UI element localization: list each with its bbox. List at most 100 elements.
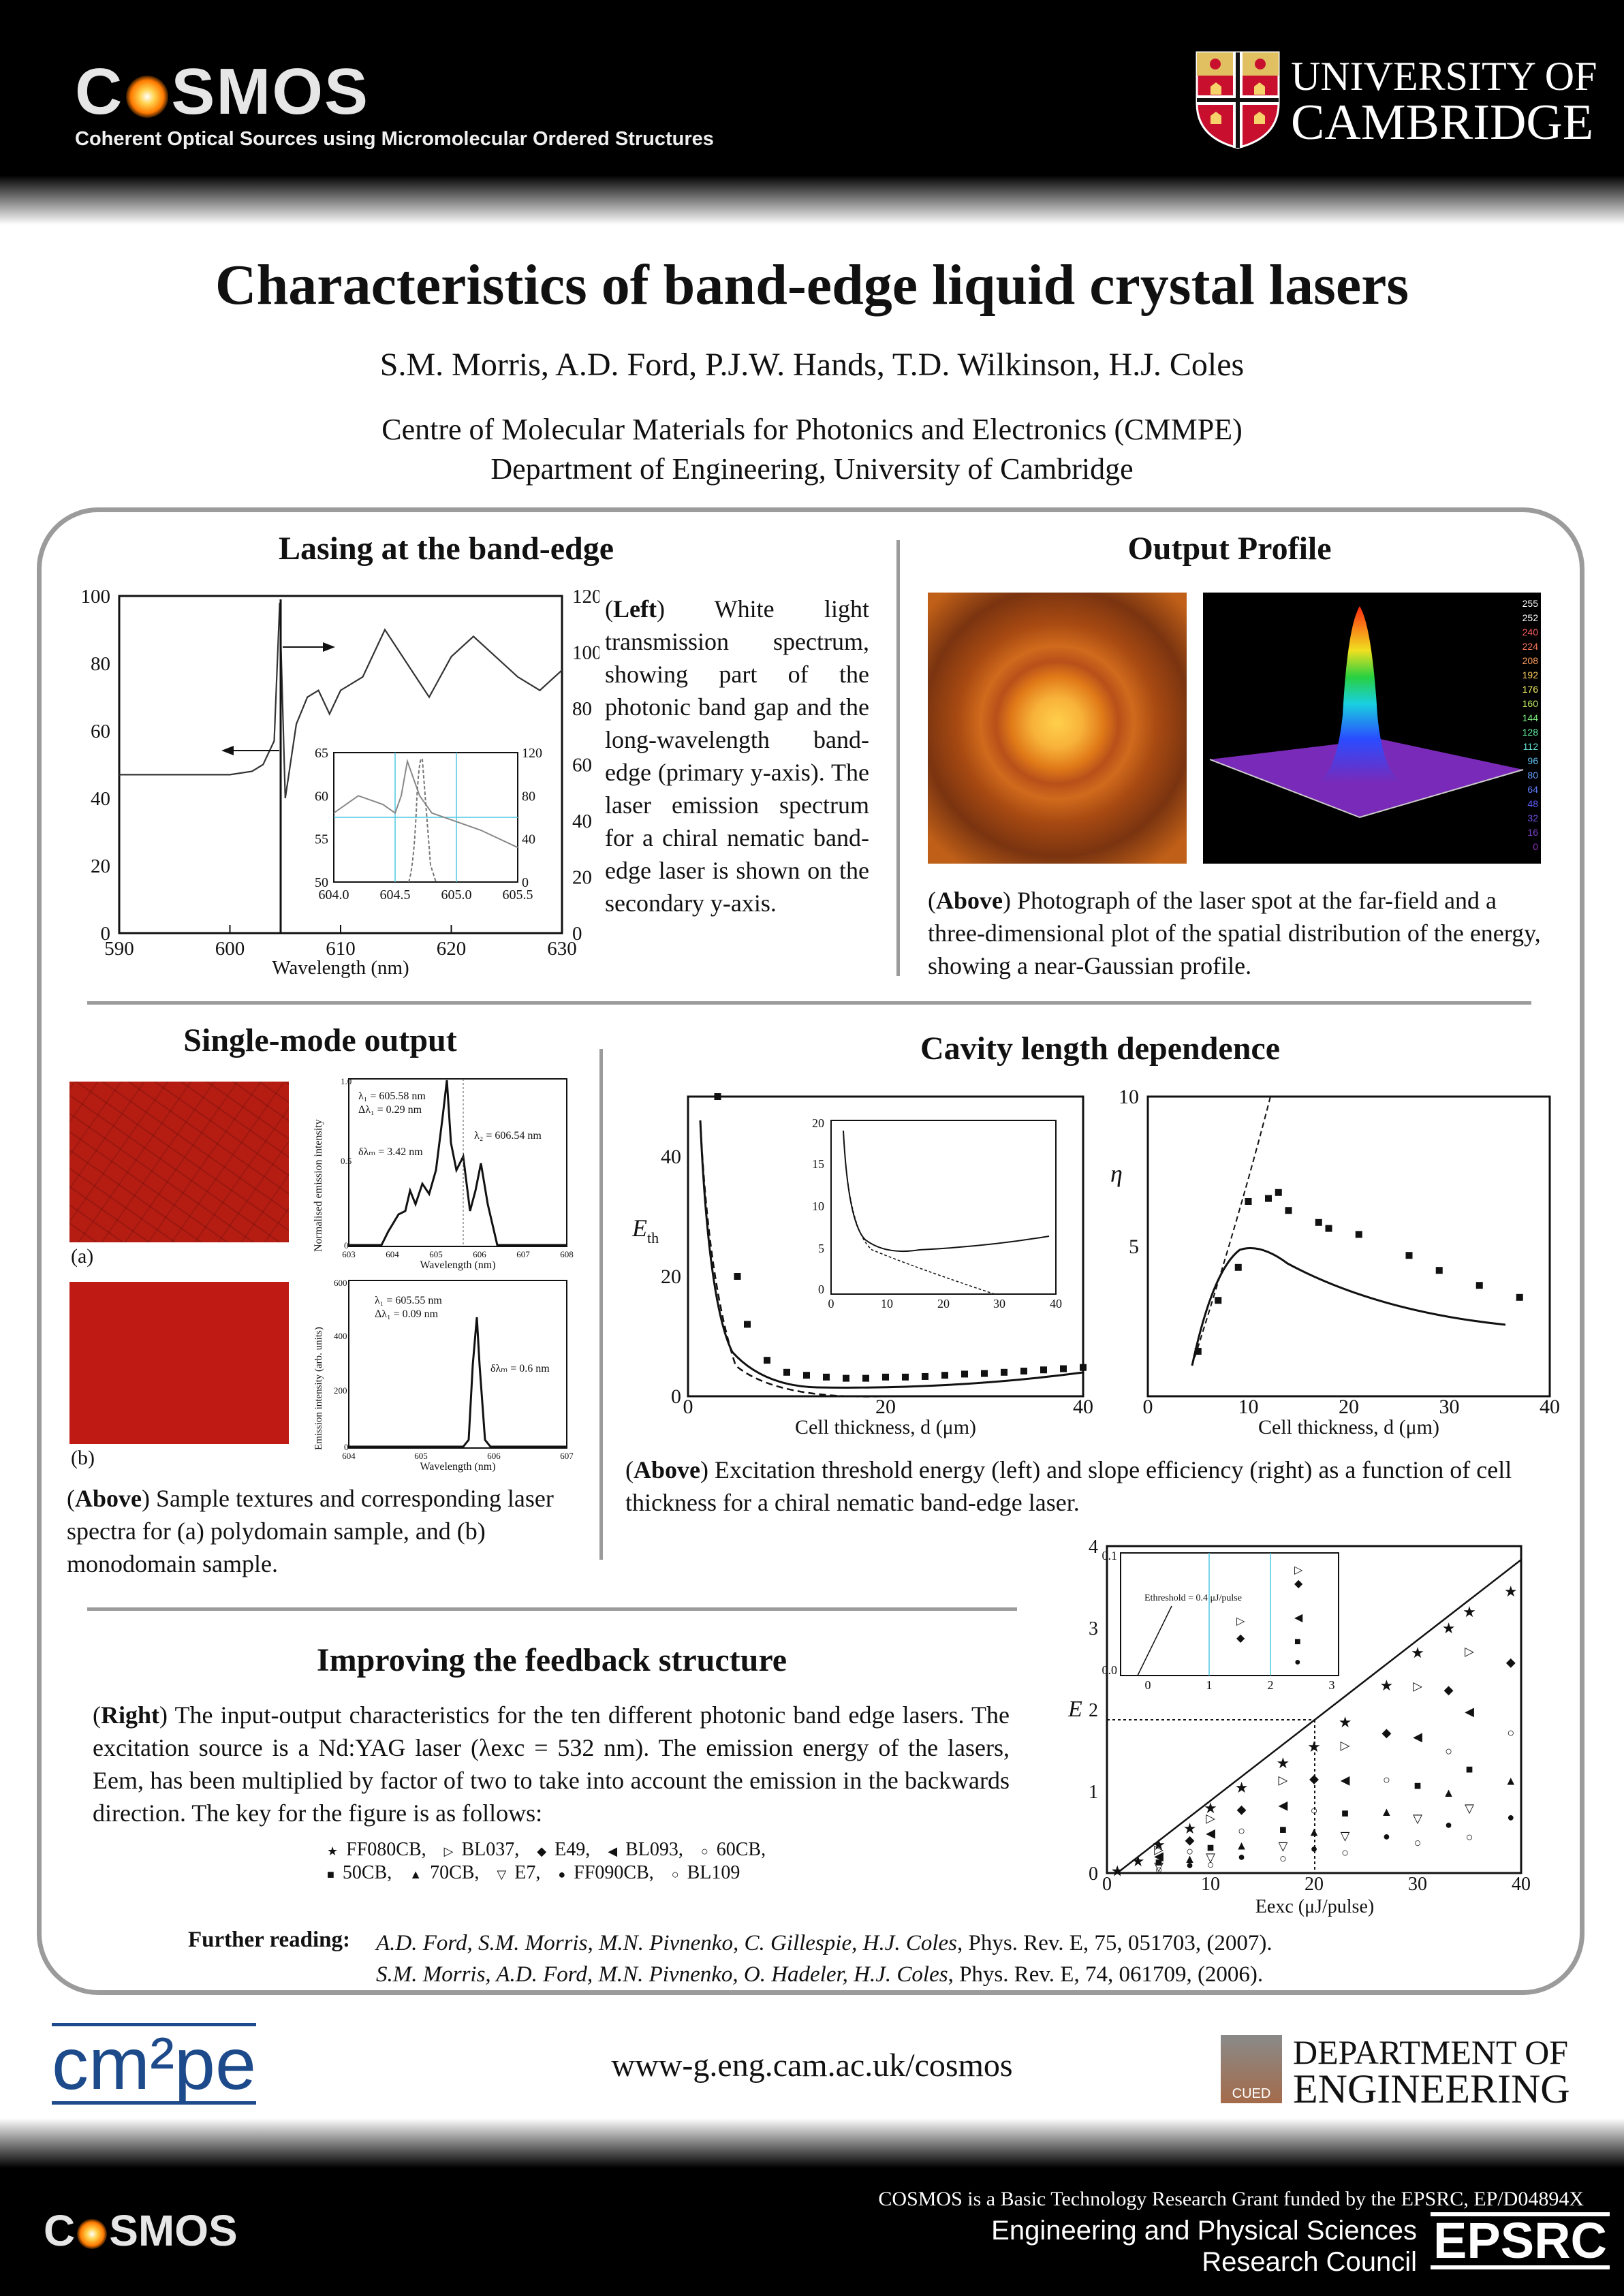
y2-tick-label: 120	[572, 586, 599, 608]
input-output-xlabel: Eexc (μJ/pulse)	[1255, 1896, 1374, 1917]
ref1-authors: A.D. Ford, S.M. Morris, M.N. Pivnenko, C…	[376, 1931, 958, 1955]
svg-text:606: 606	[473, 1249, 486, 1259]
svg-text:605: 605	[429, 1249, 443, 1259]
data-point: ★	[1411, 1644, 1424, 1661]
inset-x-tick-label: 604.5	[380, 887, 411, 902]
data-point	[1516, 1293, 1523, 1301]
dept-line2: ENGINEERING	[1293, 2066, 1570, 2111]
spectrum-a-ann4: λ₂ = 606.54 nm	[474, 1130, 542, 1142]
svg-text:608: 608	[560, 1249, 574, 1259]
other-laser-point: ▽	[1341, 1829, 1350, 1843]
x-tick-label: 30	[1408, 1874, 1427, 1895]
other-laser-point: ◀	[1413, 1730, 1422, 1744]
svg-text:◆: ◆	[1294, 1578, 1303, 1590]
single-mode-spectrum-b: λ₁ = 605.55 nm Δλ₁ = 0.09 nm δλₘ = 0.6 n…	[307, 1276, 579, 1474]
slope-model-line	[1191, 1096, 1271, 1366]
label-b: (b)	[71, 1447, 95, 1469]
data-point: ★	[1339, 1714, 1352, 1731]
data-point	[1194, 1348, 1202, 1355]
svg-text:0: 0	[344, 1442, 349, 1452]
x-tick-label: 10	[1238, 1396, 1259, 1418]
other-laser-point: ▲	[1184, 1852, 1196, 1866]
svg-text:▷: ▷	[1236, 1616, 1245, 1627]
threshold-inset-frame	[830, 1120, 1057, 1295]
key-symbol-icon: ■	[327, 1868, 334, 1881]
data-point	[941, 1372, 948, 1379]
key-row-2: ■ 50CB, ▲ 70CB, ▽ E7, ● FF090CB, ○ BL109	[327, 1862, 758, 1884]
svg-text:606: 606	[487, 1451, 501, 1461]
data-point	[1265, 1195, 1272, 1202]
data-point	[1001, 1368, 1008, 1376]
svg-text:η: η	[1110, 1160, 1123, 1187]
svg-text:605: 605	[414, 1451, 428, 1461]
website-link[interactable]: www-g.eng.cam.ac.uk/cosmos	[611, 2047, 1013, 2083]
single-mode-spectrum-a: λ₁ = 605.58 nm Δλ₁ = 0.29 nm δλₘ = 3.42 …	[307, 1075, 579, 1272]
colorbar-label: 96	[1527, 755, 1538, 766]
key-label: FF080CB,	[346, 1839, 426, 1860]
key-label: E49,	[555, 1839, 591, 1860]
input-output-points: ★ ★ ★ ★ ★ ★ ★ ★ ★ ★ ★ ★ ★ ★	[1110, 1583, 1517, 1879]
key-label: FF090CB,	[574, 1862, 654, 1883]
x-tick-label: 610	[326, 938, 356, 960]
svg-text:30: 30	[993, 1297, 1005, 1310]
other-laser-point: ○	[1186, 1844, 1193, 1858]
svg-text:600: 600	[334, 1278, 347, 1288]
other-laser-point: ■	[1207, 1841, 1215, 1855]
other-laser-point: ◆	[1185, 1834, 1195, 1847]
data-point	[862, 1374, 869, 1382]
ref2-authors: S.M. Morris, A.D. Ford, M.N. Pivnenko, O…	[376, 1962, 948, 1987]
key-row-1: ★ FF080CB, ▷ BL037, ◆ E49, ◀ BL093, ○ 60CB,	[327, 1839, 783, 1861]
threshold-fit-line	[699, 1120, 1084, 1389]
svg-text:E: E	[1067, 1697, 1082, 1722]
single-mode-title: Single-mode output	[183, 1022, 457, 1058]
inset-x-tick-label: 604.0	[319, 887, 349, 902]
svg-text:0.0: 0.0	[1102, 1663, 1118, 1677]
other-laser-point: ○	[1279, 1851, 1287, 1865]
other-laser-point: ○	[1311, 1804, 1318, 1817]
colorbar-label: 128	[1522, 727, 1538, 738]
other-laser-point: ▽	[1413, 1812, 1422, 1825]
other-laser-point: ▷	[1413, 1680, 1422, 1693]
data-point	[1234, 1263, 1242, 1271]
cavity-caption: (Above) Excitation threshold energy (lef…	[625, 1456, 1512, 1516]
data-point: ★	[1380, 1677, 1394, 1694]
key-symbol-icon: ▷	[443, 1844, 454, 1858]
threshold-points	[714, 1093, 1087, 1382]
cavity-caption-text: Excitation threshold energy (left) and s…	[625, 1456, 1512, 1516]
y-tick-label: 10	[1119, 1086, 1139, 1108]
feedback-caption-lead: Right	[101, 1701, 160, 1729]
x-tick-label: 0	[683, 1396, 693, 1418]
other-laser-point: ▷	[1465, 1645, 1474, 1658]
other-laser-point: ●	[1186, 1858, 1193, 1872]
other-laser-point: ▽	[1465, 1802, 1474, 1815]
cosmos-subtitle: Coherent Optical Sources using Micromole…	[75, 128, 714, 150]
x-tick-label: 20	[1339, 1396, 1359, 1418]
data-point: ★	[1235, 1779, 1249, 1796]
other-laser-point: ○	[1414, 1836, 1422, 1850]
inset-annotation: Ethreshold = 0.4 μJ/pulse	[1144, 1593, 1242, 1603]
y-tick-label: 100	[81, 586, 111, 608]
cosmos-logo-smos: SMOS	[171, 55, 370, 128]
spectrum-b-ylabel: Emission intensity (arb. units)	[313, 1327, 324, 1450]
colorbar-label: 252	[1522, 612, 1538, 623]
inset-y-tick-label: 55	[315, 832, 328, 847]
colorbar-label: 16	[1527, 827, 1538, 838]
y-tick-label: 40	[661, 1146, 681, 1168]
key-symbol-icon: ★	[327, 1844, 339, 1858]
data-point	[1020, 1368, 1027, 1375]
university-line2: CAMBRIDGE	[1291, 95, 1594, 151]
inset-y-tick-label: 60	[315, 789, 328, 804]
svg-text:607: 607	[560, 1451, 574, 1461]
y2-tick-label: 100	[572, 642, 599, 664]
svg-text:603: 603	[342, 1249, 356, 1259]
glowing-o-footer-icon	[77, 2219, 108, 2250]
data-point	[1040, 1366, 1047, 1374]
other-laser-point: ▲	[1505, 1774, 1517, 1787]
key-label: E7,	[514, 1862, 541, 1883]
slope-xlabel: Cell thickness, d (μm)	[1258, 1416, 1439, 1438]
spectrum-a-ann2: Δλ₁ = 0.29 nm	[358, 1104, 422, 1116]
other-laser-point: ◆	[1237, 1803, 1247, 1817]
spectrum-b-ann2: Δλ₁ = 0.09 nm	[375, 1308, 439, 1320]
top-banner	[0, 0, 1624, 225]
dept-engineering: DEPARTMENT OF ENGINEERING	[1293, 2034, 1570, 2111]
